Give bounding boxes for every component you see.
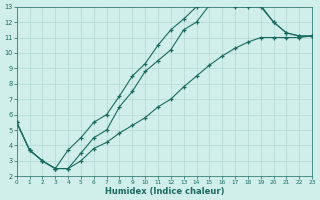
X-axis label: Humidex (Indice chaleur): Humidex (Indice chaleur) [105,187,224,196]
